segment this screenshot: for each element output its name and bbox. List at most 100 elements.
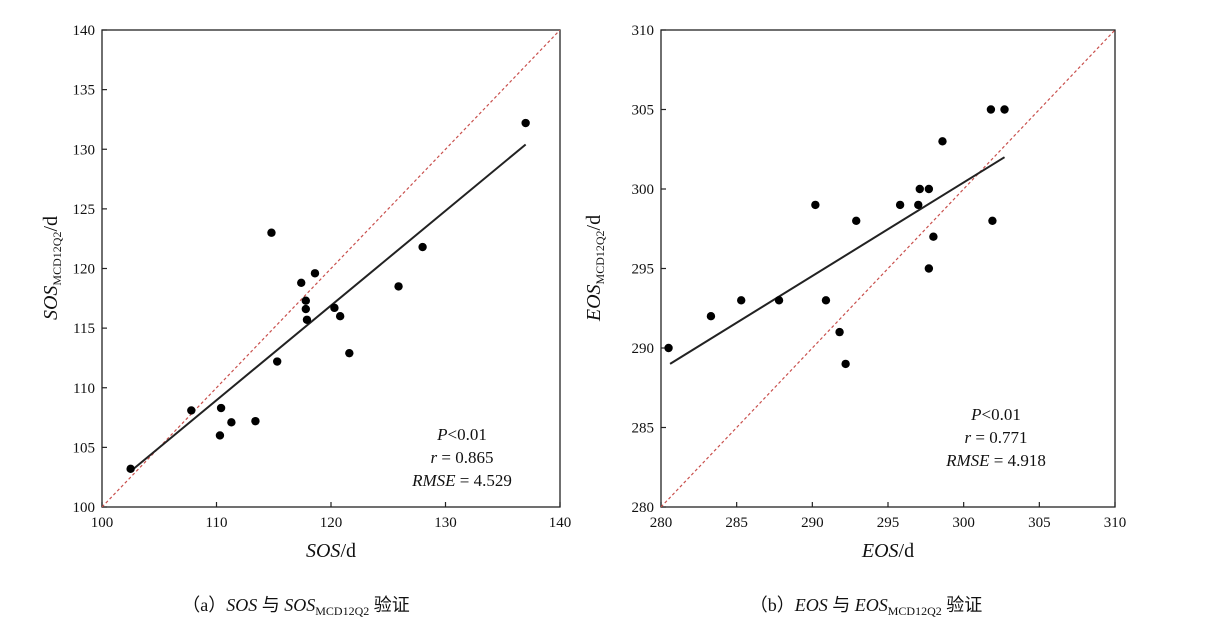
data-point bbox=[302, 315, 312, 324]
data-point bbox=[895, 200, 905, 210]
caption-b-suffix: 验证 bbox=[942, 595, 983, 615]
annotation-p-label-b: P bbox=[970, 405, 981, 424]
annotation-rmse-label-b: RMSE bbox=[945, 451, 990, 470]
data-point bbox=[251, 416, 260, 426]
caption-a-prefix: （a） bbox=[182, 595, 226, 615]
data-point bbox=[335, 312, 345, 321]
annotation-p-a: P<0.01 bbox=[436, 425, 487, 444]
data-point bbox=[938, 137, 947, 146]
x-tick-label: 310 bbox=[1104, 515, 1127, 531]
data-point bbox=[835, 327, 844, 337]
y-tick-label: 310 bbox=[632, 23, 655, 39]
fit-line-b bbox=[669, 156, 1006, 365]
x-axis-var-b: EOS bbox=[861, 540, 899, 562]
y-tick-label: 125 bbox=[73, 202, 96, 218]
data-point bbox=[737, 296, 746, 305]
x-axis-unit-a: /d bbox=[340, 540, 356, 562]
y-axis-sub-a: MCD12Q2 bbox=[50, 232, 64, 286]
caption-b-var2: EOS bbox=[854, 595, 888, 615]
identity-line-b bbox=[661, 30, 1115, 507]
caption-b-sub: MCD12Q2 bbox=[888, 604, 942, 618]
x-tick-label: 130 bbox=[434, 515, 457, 531]
data-point bbox=[394, 282, 403, 291]
x-tick-label: 120 bbox=[320, 515, 343, 531]
y-tick-label: 100 bbox=[73, 500, 96, 516]
annotation-r-value-a: = 0.865 bbox=[437, 448, 493, 467]
caption-b-var1: EOS bbox=[794, 595, 828, 615]
annotation-rmse-label-a: RMSE bbox=[411, 471, 456, 490]
y-tick-label: 300 bbox=[632, 182, 655, 198]
annotation-rmse-value-b: = 4.918 bbox=[990, 451, 1046, 470]
caption-b-prefix: （b） bbox=[750, 595, 795, 615]
x-tick-label: 285 bbox=[725, 515, 748, 531]
data-point bbox=[986, 105, 996, 114]
panel-b: 280 285 290 295 300 305 310 280 285 290 295 300 305 3… bbox=[583, 23, 1126, 618]
x-tick-label: 300 bbox=[952, 515, 975, 531]
data-point bbox=[215, 431, 225, 440]
fit-line-a bbox=[129, 143, 527, 472]
annotation-p-b: P<0.01 bbox=[970, 405, 1021, 424]
data-point bbox=[227, 418, 236, 427]
data-point bbox=[924, 264, 934, 273]
data-point bbox=[774, 296, 784, 305]
y-axis-var-b: EOS bbox=[583, 284, 605, 322]
annotation-p-label-a: P bbox=[436, 425, 447, 444]
caption-a-suffix: 验证 bbox=[369, 595, 410, 615]
data-point bbox=[418, 242, 427, 252]
data-point bbox=[924, 184, 934, 194]
annotation-rmse-b: RMSE = 4.918 bbox=[945, 451, 1046, 470]
data-point bbox=[216, 403, 226, 413]
data-point bbox=[330, 303, 339, 313]
caption-a-var2: SOS bbox=[284, 595, 315, 615]
data-point bbox=[126, 464, 135, 474]
y-tick-label: 105 bbox=[73, 440, 96, 456]
x-tick-label: 140 bbox=[549, 515, 572, 531]
annotation-r-label-a: r bbox=[431, 448, 438, 467]
data-point bbox=[821, 296, 831, 305]
y-tick-label: 140 bbox=[73, 23, 96, 39]
y-tick-label: 305 bbox=[632, 103, 655, 119]
y-tick-label: 120 bbox=[73, 262, 96, 278]
y-axis-title-a: SOSMCD12Q2/d bbox=[40, 216, 64, 320]
points-a bbox=[126, 118, 530, 474]
x-axis-title-a: SOS/d bbox=[306, 540, 356, 562]
data-point bbox=[310, 269, 320, 278]
x-tick-label: 295 bbox=[877, 515, 900, 531]
annotation-p-value-b: <0.01 bbox=[982, 405, 1021, 424]
caption-a-var1: SOS bbox=[226, 595, 257, 615]
data-point bbox=[915, 184, 924, 194]
x-axis-title-b: EOS/d bbox=[861, 540, 914, 562]
y-tick-label: 135 bbox=[73, 83, 96, 99]
data-point bbox=[841, 359, 850, 369]
y-tick-label: 280 bbox=[632, 500, 655, 516]
y-axis-unit-a: /d bbox=[40, 216, 62, 232]
annotation-p-value-a: <0.01 bbox=[448, 425, 487, 444]
x-axis-var-a: SOS bbox=[306, 540, 340, 562]
caption-a-sub: MCD12Q2 bbox=[315, 604, 369, 618]
y-tick-label: 285 bbox=[632, 421, 655, 437]
y-tick-label: 110 bbox=[73, 381, 95, 397]
data-point bbox=[1000, 105, 1009, 114]
x-tick-label: 290 bbox=[801, 515, 824, 531]
data-point bbox=[345, 348, 354, 358]
y-axis-unit-b: /d bbox=[583, 215, 605, 231]
data-point bbox=[272, 357, 282, 366]
x-axis-unit-b: /d bbox=[899, 540, 915, 562]
y-tick-label: 290 bbox=[632, 341, 655, 357]
identity-line-a bbox=[102, 30, 560, 507]
data-point bbox=[521, 118, 530, 128]
annotation-r-value-b: = 0.771 bbox=[971, 428, 1027, 447]
caption-a-conj: 与 bbox=[257, 595, 284, 615]
annotation-r-label-b: r bbox=[965, 428, 972, 447]
data-point bbox=[988, 216, 997, 225]
ticks-a: 100 110 120 130 140 100 105 110 115 120 125 130 135 1… bbox=[73, 23, 572, 531]
ticks-b: 280 285 290 295 300 305 310 280 285 290 295 300 305 3… bbox=[632, 23, 1127, 531]
data-point bbox=[664, 343, 673, 353]
data-point bbox=[811, 200, 820, 210]
data-point bbox=[301, 304, 311, 314]
annotation-rmse-a: RMSE = 4.529 bbox=[411, 471, 512, 490]
x-tick-label: 110 bbox=[206, 515, 228, 531]
data-point bbox=[914, 200, 923, 210]
data-point bbox=[267, 228, 276, 237]
annotation-r-a: r = 0.865 bbox=[431, 448, 494, 467]
